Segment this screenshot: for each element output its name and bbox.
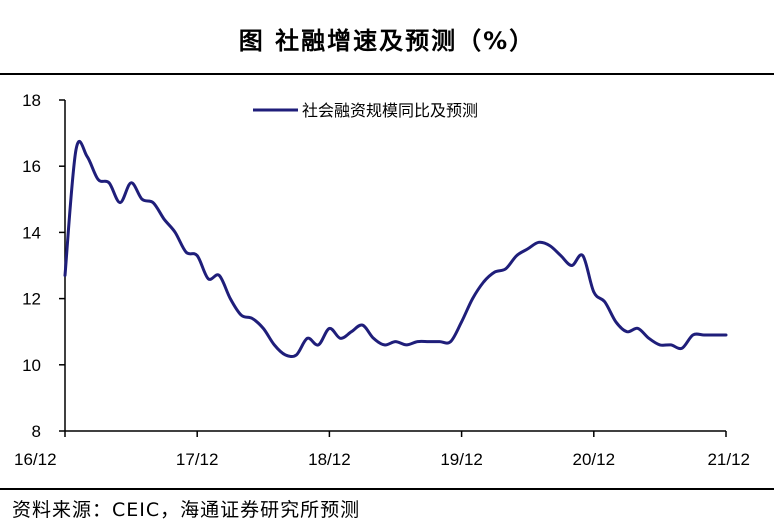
y-tick-label: 18 xyxy=(22,91,41,110)
source-note: 资料来源：CEIC，海通证券研究所预测 xyxy=(12,499,361,521)
x-tick-label: 21/12 xyxy=(707,450,750,469)
x-tick-label: 17/12 xyxy=(176,450,219,469)
series-group xyxy=(63,140,728,359)
y-tick-label: 12 xyxy=(22,290,41,309)
y-tick-label: 8 xyxy=(32,422,41,441)
bottom-divider xyxy=(0,488,774,490)
x-tick-label: 16/12 xyxy=(14,450,57,469)
title-bar: 图 社融增速及预测（%） xyxy=(0,0,774,74)
line-chart: 8 10 12 14 16 18 16/12 17/12 18/12 19/12 20/12 21/… xyxy=(14,91,750,469)
x-tick-label: 18/12 xyxy=(308,450,351,469)
x-tick-label: 20/12 xyxy=(573,450,616,469)
y-tick-label: 10 xyxy=(22,356,41,375)
legend: 社会融资规模同比及预测 xyxy=(253,101,478,120)
x-tick-label: 19/12 xyxy=(440,450,483,469)
top-divider xyxy=(0,73,774,75)
chart-axes xyxy=(59,99,727,437)
y-tick-label: 16 xyxy=(22,157,41,176)
series-line-0 xyxy=(63,140,728,359)
y-tick-label: 14 xyxy=(22,223,41,242)
x-tick-labels: 16/12 17/12 18/12 19/12 20/12 21/12 xyxy=(14,450,750,469)
y-tick-labels: 8 10 12 14 16 18 xyxy=(22,91,41,441)
chart-title: 图 社融增速及预测（%） xyxy=(238,27,536,55)
legend-label: 社会融资规模同比及预测 xyxy=(302,101,478,120)
